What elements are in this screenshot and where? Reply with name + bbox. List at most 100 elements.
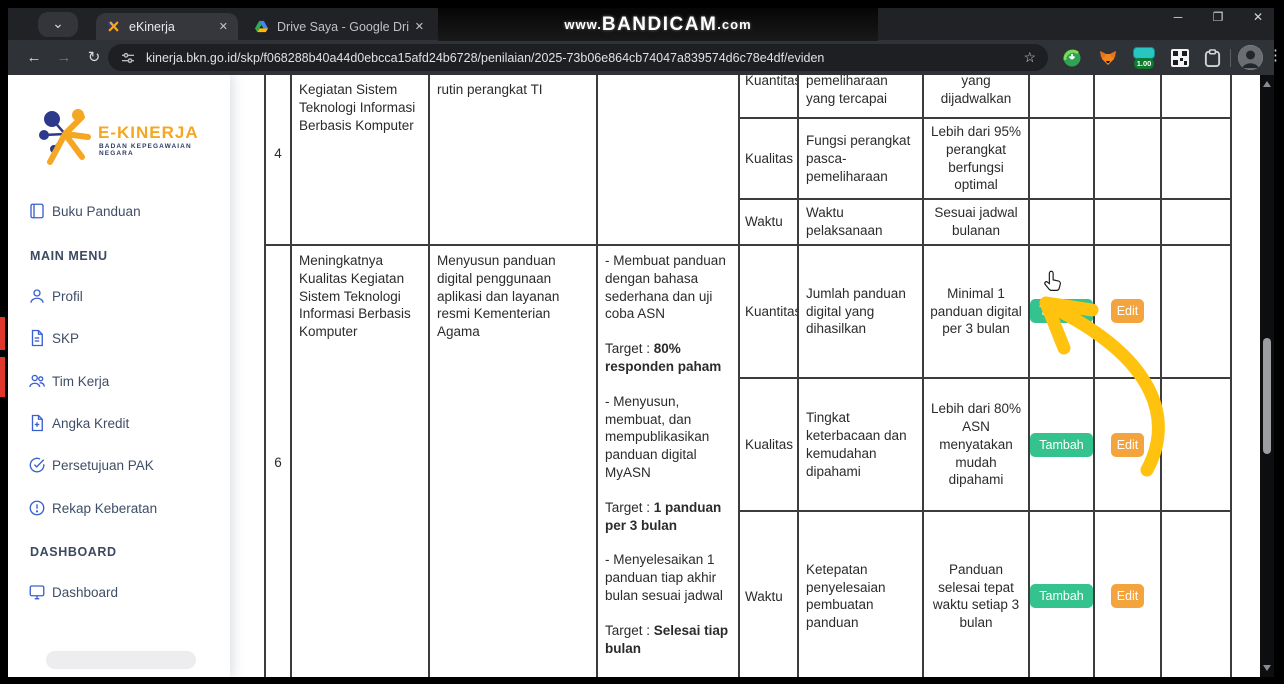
- target-cell: Minimal 1 panduan digital per 3 bulan: [922, 243, 1030, 380]
- forward-icon[interactable]: →: [56, 49, 72, 66]
- skp-evidence-table: 4 Kegiatan Sistem Teknologi Informasi Be…: [264, 75, 1232, 677]
- action-cell: [1093, 75, 1162, 119]
- idm-extension-icon[interactable]: [1060, 46, 1084, 70]
- tambah-button[interactable]: Tambah: [1031, 584, 1092, 609]
- document-icon: [31, 329, 43, 347]
- sidebar-item-skp[interactable]: SKP: [8, 323, 230, 353]
- file-plus-icon: [31, 414, 43, 432]
- indikator-cell: Ketepatan penyelesaian pembuatan panduan: [797, 510, 924, 677]
- tugas-cell: rutin perangkat TI: [428, 75, 598, 246]
- sidebar-header-dashboard: DASHBOARD: [30, 545, 117, 559]
- bookmark-star-icon[interactable]: ☆: [1023, 49, 1036, 65]
- empty-cell: [1160, 116, 1232, 201]
- scrollbar-thumb[interactable]: [1263, 338, 1271, 454]
- detail-cell: [596, 75, 740, 246]
- tab-search-button[interactable]: ⌄: [38, 12, 78, 37]
- browser-toolbar: ← → ↻ kinerja.bkn.go.id/skp/f068288b40a4…: [8, 40, 1283, 75]
- indikator-cell: Fungsi perangkat pasca-pemeliharaan: [797, 116, 924, 201]
- back-icon[interactable]: ←: [26, 49, 42, 66]
- target-cell: Lebih dari 95% perangkat berfungsi optim…: [922, 116, 1030, 201]
- action-cell: [1093, 198, 1162, 246]
- minimize-button[interactable]: ─: [1173, 10, 1183, 24]
- empty-cell: [1160, 75, 1232, 119]
- target-cell: perangkat yang dijadwalkan: [922, 75, 1030, 119]
- sidebar-item-rekap-keberatan[interactable]: Rekap Keberatan: [8, 493, 230, 523]
- profile-avatar[interactable]: [1238, 45, 1263, 70]
- sidebar: E-KINERJA BADAN KEPEGAWAIAN NEGARA Buku …: [8, 75, 230, 677]
- monitor-icon: [29, 585, 45, 600]
- check-circle-icon: [29, 457, 45, 473]
- indikator-cell: Waktu pelaksanaan: [797, 198, 924, 246]
- detail-bold: Selesai tiap bulan: [605, 622, 729, 656]
- toolbar-divider: [1230, 49, 1231, 67]
- aspek-cell: Kuantitas: [738, 243, 799, 380]
- tab-ekinerja[interactable]: eKinerja ✕: [96, 13, 238, 40]
- tab-google-drive[interactable]: Drive Saya - Google Drive ✕: [244, 13, 434, 40]
- watermark-brand: BANDICAM: [601, 13, 718, 35]
- logo-title: E-KINERJA: [98, 123, 199, 142]
- tugas-cell: Menyusun panduan digital penggunaan apli…: [428, 243, 598, 677]
- rencana-cell: Kegiatan Sistem Teknologi Informasi Berb…: [290, 75, 430, 246]
- logo-subtitle: BADAN KEPEGAWAIAN NEGARA: [99, 143, 192, 157]
- edit-button[interactable]: Edit: [1110, 432, 1145, 457]
- row-number: 6: [264, 243, 292, 677]
- indikator-cell: Jumlah panduan digital yang dihasilkan: [797, 243, 924, 380]
- action-cell: [1093, 116, 1162, 201]
- browser-menu-icon[interactable]: ⋮: [1268, 47, 1283, 64]
- detail-bold: 80% responden paham: [605, 341, 722, 374]
- sidebar-item-dashboard[interactable]: Dashboard: [8, 577, 230, 607]
- address-bar[interactable]: kinerja.bkn.go.id/skp/f068288b40a44d0ebc…: [108, 44, 1048, 71]
- aspek-cell: Kualitas: [738, 116, 799, 201]
- bukti-cell: [1028, 75, 1095, 119]
- detail-bold: 1 panduan per 3 bulan: [605, 499, 722, 533]
- watermark-www: www.: [564, 17, 602, 32]
- site-settings-icon[interactable]: [120, 50, 136, 66]
- close-window-button[interactable]: ✕: [1252, 10, 1264, 24]
- sidebar-footer: [46, 651, 196, 669]
- close-tab-icon[interactable]: ✕: [218, 21, 228, 33]
- aspek-cell: Waktu: [738, 198, 799, 246]
- vertical-scrollbar[interactable]: [1260, 75, 1274, 677]
- indikator-cell: Target pemeliharaan yang tercapai: [797, 75, 924, 119]
- target-cell: Panduan selesai tepat waktu setiap 3 bul…: [922, 510, 1030, 677]
- metamask-extension-icon[interactable]: [1096, 46, 1120, 70]
- table-row: Kualitas Fungsi perangkat pasca-pemeliha…: [265, 116, 1232, 201]
- scroll-up-arrow[interactable]: [1263, 81, 1271, 87]
- rencana-cell: Meningkatnya Kualitas Kegiatan Sistem Te…: [290, 243, 430, 677]
- edit-button[interactable]: Edit: [1110, 299, 1145, 324]
- empty-cell: [1160, 377, 1232, 513]
- edit-button[interactable]: Edit: [1110, 584, 1145, 609]
- sidebar-header-main-menu: MAIN MENU: [30, 249, 108, 263]
- sidebar-item-angka-kredit[interactable]: Angka Kredit: [8, 408, 230, 438]
- user-icon: [30, 289, 44, 303]
- qr-extension-icon[interactable]: [1168, 46, 1192, 70]
- browser-window: ⌄ eKinerja ✕ Drive Saya - Google Drive ✕…: [8, 8, 1283, 677]
- sidebar-item-persetujuan-pak[interactable]: Persetujuan PAK: [8, 450, 230, 480]
- sidebar-item-tim-kerja[interactable]: Tim Kerja: [8, 366, 230, 396]
- left-edge-red-strip: [0, 357, 5, 397]
- bukti-cell: [1028, 116, 1095, 201]
- detail-text: - Menyelesaikan 1 panduan tiap akhir bul…: [605, 552, 723, 604]
- clipboard-extension-icon[interactable]: [1200, 46, 1224, 70]
- scroll-down-arrow[interactable]: [1263, 665, 1271, 671]
- tambah-button[interactable]: Tambah: [1031, 299, 1092, 324]
- detail-cell: - Membuat panduan dengan bahasa sederhan…: [596, 243, 740, 677]
- detail-text: Target :: [605, 622, 654, 638]
- target-cell: Lebih dari 80% ASN menyatakan mudah dipa…: [922, 377, 1030, 513]
- detail-text: - Menyusun, membuat, dan mempublikasikan…: [605, 393, 710, 480]
- indikator-cell: Tingkat keterbacaan dan kemudahan dipaha…: [797, 377, 924, 513]
- main-content: 4 Kegiatan Sistem Teknologi Informasi Be…: [230, 75, 1260, 677]
- price-badge-extension-icon[interactable]: 1.00: [1132, 46, 1156, 70]
- restore-button[interactable]: ❐: [1212, 10, 1224, 24]
- reload-icon[interactable]: ↻: [87, 49, 101, 66]
- left-edge-red-strip: [0, 317, 5, 350]
- drive-favicon: [254, 20, 269, 33]
- tambah-button[interactable]: Tambah: [1031, 432, 1092, 457]
- aspek-cell: Kualitas: [738, 377, 799, 513]
- sidebar-item-profil[interactable]: Profil: [8, 281, 230, 311]
- url-text[interactable]: kinerja.bkn.go.id/skp/f068288b40a44d0ebc…: [146, 50, 825, 65]
- sidebar-item-buku-panduan[interactable]: Buku Panduan: [8, 196, 230, 226]
- book-icon: [30, 203, 44, 219]
- empty-cell: [1160, 198, 1232, 246]
- close-tab-icon[interactable]: ✕: [414, 21, 424, 33]
